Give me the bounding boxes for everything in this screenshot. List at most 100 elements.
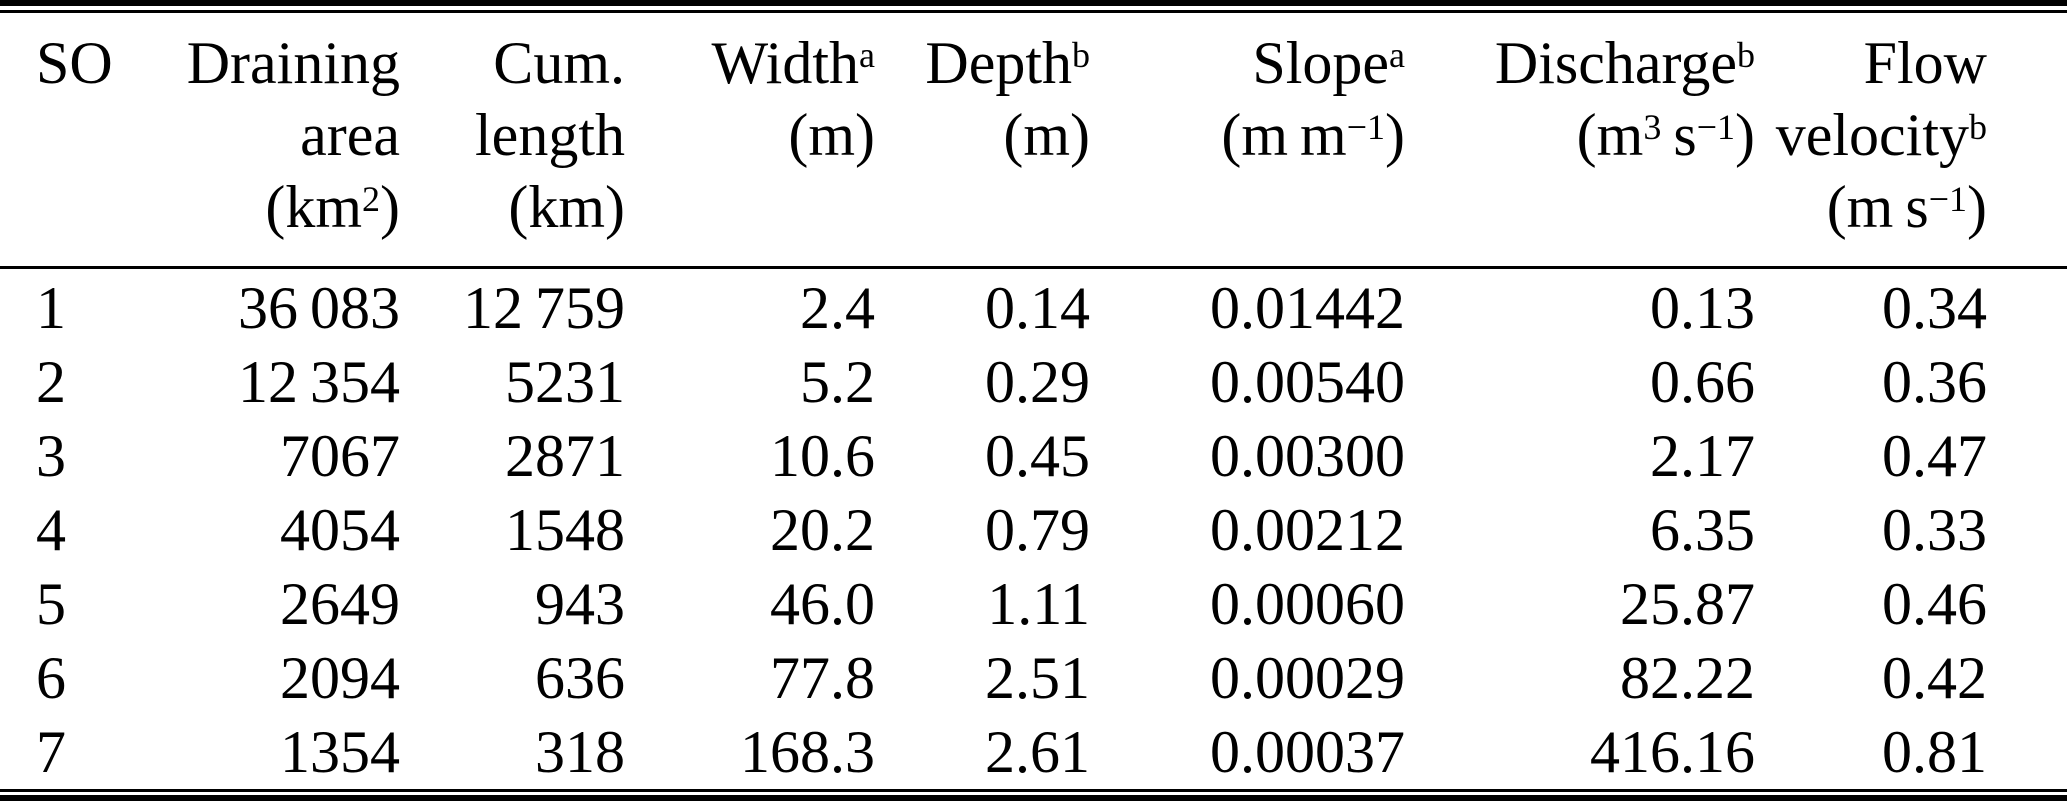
table-header-row: SO Draining area (km2) Cum. length (km) Widtha(… bbox=[0, 13, 2067, 269]
cell-depth: 0.79 bbox=[985, 497, 1090, 563]
cell-flow-velocity: 0.46 bbox=[1882, 571, 1987, 637]
cell-so: 1 bbox=[36, 275, 66, 341]
superscript: b bbox=[1969, 106, 1987, 147]
cell-so: 4 bbox=[36, 497, 66, 563]
cell-cum-length: 12 759 bbox=[462, 275, 625, 341]
cell-slope: 0.00300 bbox=[1210, 423, 1405, 489]
cell-flow-velocity: 0.47 bbox=[1882, 423, 1987, 489]
cell-depth: 2.51 bbox=[985, 645, 1090, 711]
cell-width: 5.2 bbox=[800, 349, 875, 415]
header-line: Dischargeb bbox=[1494, 30, 1755, 96]
cell-flow-velocity: 0.33 bbox=[1882, 497, 1987, 563]
table-row-so-3: 3 7067 2871 10.6 0.45 0.00300 2.17 0.47 bbox=[0, 419, 2067, 493]
cell-discharge: 0.66 bbox=[1650, 349, 1755, 415]
table-top-rule-thick bbox=[0, 0, 2067, 6]
table-bottom-rule-thin bbox=[0, 789, 2067, 792]
cell-slope: 0.00060 bbox=[1210, 571, 1405, 637]
cell-draining-area: 36 083 bbox=[237, 275, 400, 341]
header-line: Slopea bbox=[1252, 30, 1405, 96]
cell-slope: 0.00540 bbox=[1210, 349, 1405, 415]
cell-discharge: 82.22 bbox=[1620, 645, 1755, 711]
cell-flow-velocity: 0.36 bbox=[1882, 349, 1987, 415]
cell-discharge: 25.87 bbox=[1620, 571, 1755, 637]
header-line: area bbox=[300, 102, 400, 168]
cell-slope: 0.00029 bbox=[1210, 645, 1405, 711]
table-row-so-1: 1 36 083 12 759 2.4 0.14 0.01442 0.13 0.34 bbox=[0, 268, 2067, 346]
superscript: b bbox=[1072, 34, 1090, 75]
cell-depth: 0.29 bbox=[985, 349, 1090, 415]
header-line: Flow bbox=[1863, 30, 1987, 96]
header-line: (m) bbox=[788, 102, 875, 168]
table-row-so-7: 7 1354 318 168.3 2.61 0.00037 416.16 0.81 bbox=[0, 715, 2067, 789]
cell-slope: 0.00037 bbox=[1210, 719, 1405, 785]
table-row-so-6: 6 2094 636 77.8 2.51 0.00029 82.22 0.42 bbox=[0, 641, 2067, 715]
table-row-so-5: 5 2649 943 46.0 1.11 0.00060 25.87 0.46 bbox=[0, 567, 2067, 641]
column-header-cum-length: Cum. length (km) bbox=[400, 13, 625, 269]
header-line: Draining bbox=[186, 30, 400, 96]
cell-depth: 0.45 bbox=[985, 423, 1090, 489]
header-line: SO bbox=[36, 30, 113, 96]
cell-draining-area: 4054 bbox=[280, 497, 400, 563]
column-header-depth: Depthb (m) bbox=[875, 13, 1090, 269]
cell-so: 5 bbox=[36, 571, 66, 637]
cell-width: 2.4 bbox=[800, 275, 875, 341]
cell-discharge: 6.35 bbox=[1650, 497, 1755, 563]
cell-depth: 0.14 bbox=[985, 275, 1090, 341]
cell-draining-area: 2094 bbox=[280, 645, 400, 711]
table-body: 1 36 083 12 759 2.4 0.14 0.01442 0.13 0.34 2 12 3… bbox=[0, 268, 2067, 790]
cell-depth: 1.11 bbox=[987, 571, 1090, 637]
superscript: 3 bbox=[1643, 106, 1662, 147]
superscript: −1 bbox=[1928, 178, 1968, 219]
header-line: length bbox=[475, 102, 625, 168]
cell-slope: 0.00212 bbox=[1210, 497, 1405, 563]
cell-discharge: 2.17 bbox=[1650, 423, 1755, 489]
cell-cum-length: 5231 bbox=[505, 349, 625, 415]
cell-discharge: 0.13 bbox=[1650, 275, 1755, 341]
table-bottom-rule-thick bbox=[0, 795, 2067, 801]
column-header-so: SO bbox=[0, 13, 140, 269]
header-line: (km2) bbox=[265, 174, 400, 240]
cell-so: 6 bbox=[36, 645, 66, 711]
cell-so: 3 bbox=[36, 423, 66, 489]
superscript: −1 bbox=[1346, 106, 1386, 147]
header-line: Depthb bbox=[925, 30, 1090, 96]
cell-cum-length: 636 bbox=[535, 645, 625, 711]
header-line: (m) bbox=[1003, 102, 1090, 168]
cell-flow-velocity: 0.81 bbox=[1882, 719, 1987, 785]
header-line: (m m−1) bbox=[1221, 102, 1405, 168]
header-line: (m3 s−1) bbox=[1576, 102, 1755, 168]
superscript: a bbox=[1389, 34, 1405, 75]
cell-discharge: 416.16 bbox=[1590, 719, 1755, 785]
column-header-draining-area: Draining area (km2) bbox=[140, 13, 400, 269]
table-row-so-4: 4 4054 1548 20.2 0.79 0.00212 6.35 0.33 bbox=[0, 493, 2067, 567]
cell-depth: 2.61 bbox=[985, 719, 1090, 785]
superscript: a bbox=[859, 34, 875, 75]
header-line: Cum. bbox=[493, 30, 625, 96]
cell-so: 2 bbox=[36, 349, 66, 415]
cell-width: 10.6 bbox=[770, 423, 875, 489]
table-top-rule-thin bbox=[0, 10, 2067, 13]
superscript: 2 bbox=[362, 178, 381, 219]
column-header-discharge: Dischargeb (m3 s−1) bbox=[1405, 13, 1755, 269]
table-row-so-2: 2 12 354 5231 5.2 0.29 0.00540 0.66 0.36 bbox=[0, 345, 2067, 419]
cell-so: 7 bbox=[36, 719, 66, 785]
cell-flow-velocity: 0.34 bbox=[1882, 275, 1987, 341]
stream-order-hydraulics-table: SO Draining area (km2) Cum. length (km) Widtha(… bbox=[0, 13, 2067, 789]
cell-width: 168.3 bbox=[740, 719, 875, 785]
superscript: b bbox=[1737, 34, 1755, 75]
cell-draining-area: 2649 bbox=[280, 571, 400, 637]
header-line: (m s−1) bbox=[1826, 174, 1987, 240]
cell-slope: 0.01442 bbox=[1210, 275, 1405, 341]
cell-cum-length: 943 bbox=[535, 571, 625, 637]
cell-draining-area: 7067 bbox=[280, 423, 400, 489]
table-header: SO Draining area (km2) Cum. length (km) Widtha(… bbox=[0, 13, 2067, 269]
cell-draining-area: 1354 bbox=[280, 719, 400, 785]
column-header-slope: Slopea (m m−1) bbox=[1090, 13, 1405, 269]
superscript: −1 bbox=[1696, 106, 1736, 147]
cell-cum-length: 318 bbox=[535, 719, 625, 785]
header-line: (km) bbox=[508, 174, 625, 240]
column-header-width: Widtha (m) bbox=[625, 13, 875, 269]
cell-width: 46.0 bbox=[770, 571, 875, 637]
cell-width: 20.2 bbox=[770, 497, 875, 563]
